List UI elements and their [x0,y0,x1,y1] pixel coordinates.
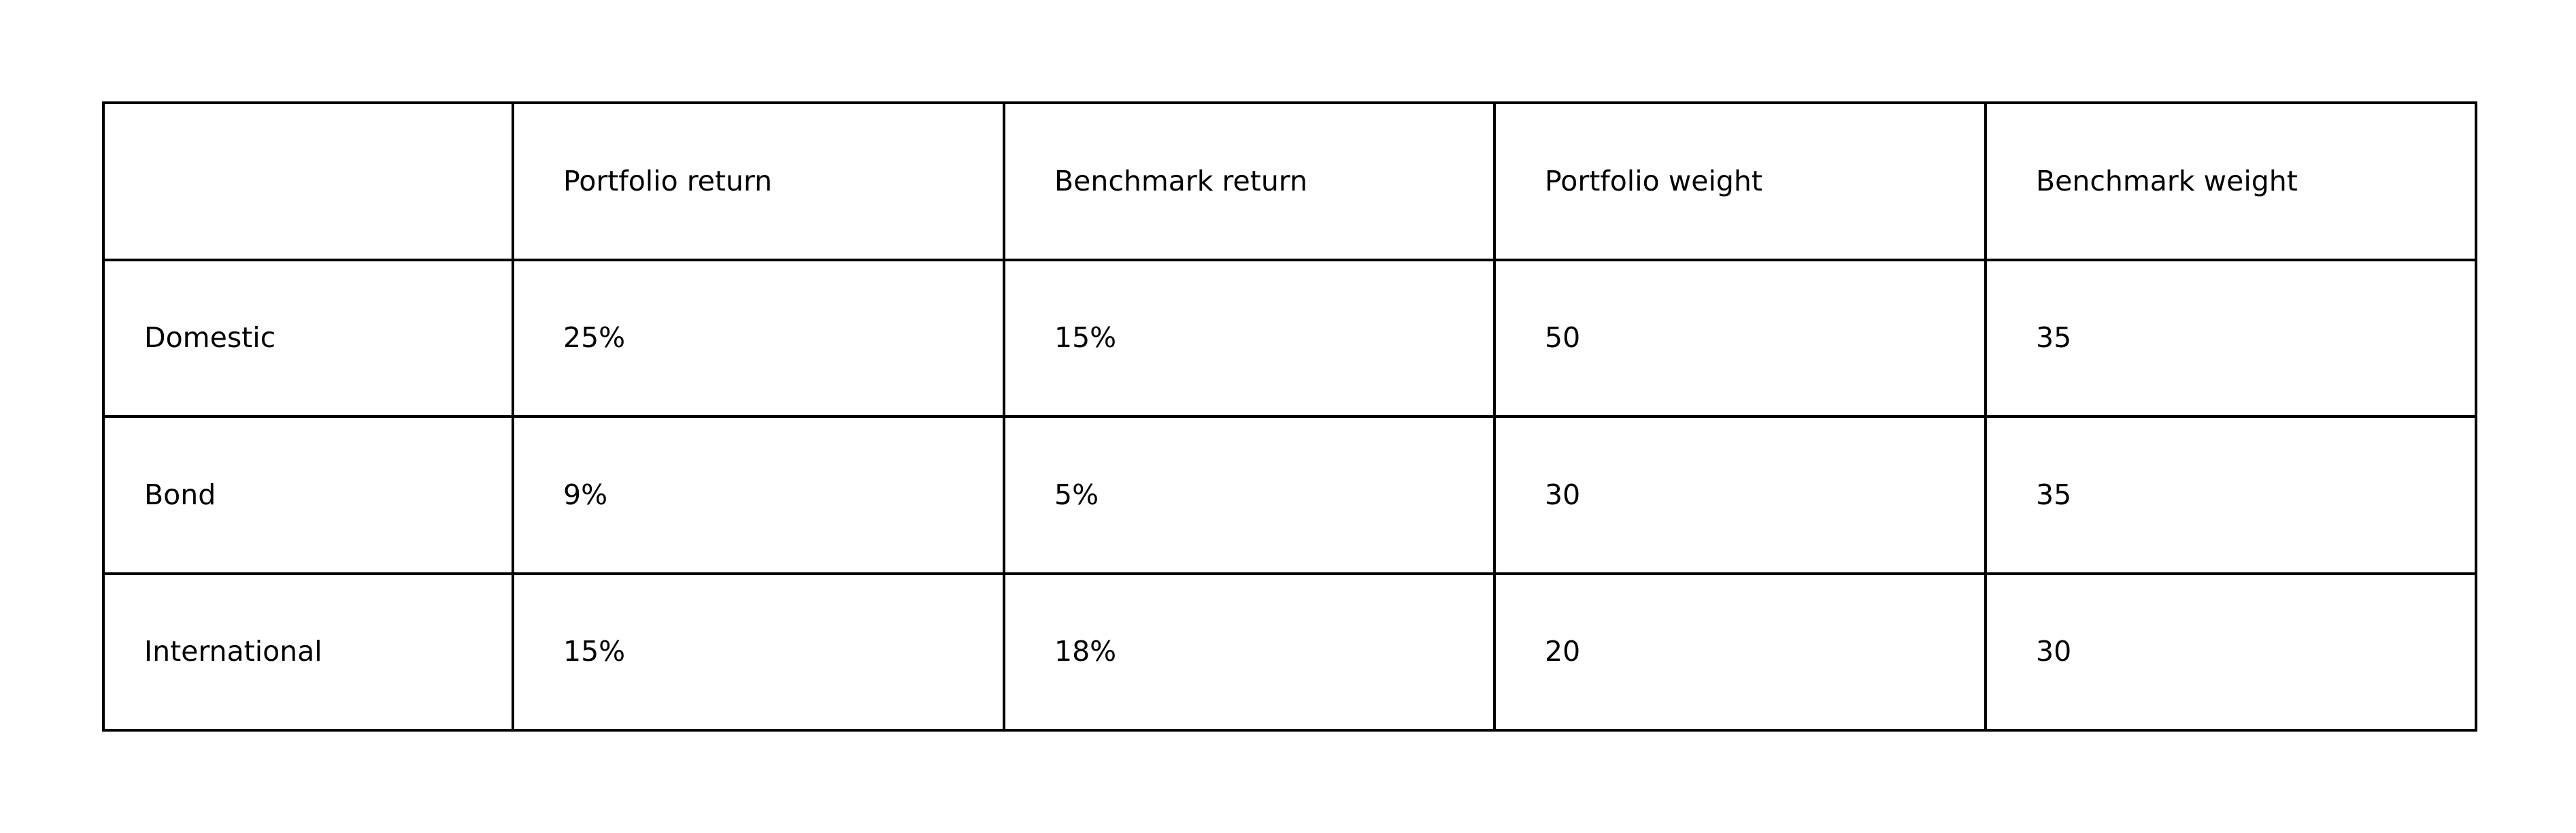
header-cell-empty [102,101,514,261]
table-row: Domestic 25% 15% 50 35 [102,258,2477,418]
header-cell-portfolio-return: Portfolio return [512,101,1005,261]
table-cell: 30 [1984,572,2477,732]
table-cell: 5% [1003,415,1496,575]
table-cell: 9% [512,415,1005,575]
table-cell: 35 [1984,258,2477,418]
table-cell: 20 [1493,572,1987,732]
table-cell: 15% [1003,258,1496,418]
table-row: Bond 9% 5% 30 35 [102,415,2477,575]
header-cell-benchmark-return: Benchmark return [1003,101,1496,261]
table-cell: 35 [1984,415,2477,575]
header-cell-portfolio-weight: Portfolio weight [1493,101,1987,261]
table-cell: 18% [1003,572,1496,732]
table-row: International 15% 18% 20 30 [102,572,2477,732]
table-cell: 30 [1493,415,1987,575]
row-label: Domestic [102,258,514,418]
header-cell-benchmark-weight: Benchmark weight [1984,101,2477,261]
table-cell: 25% [512,258,1005,418]
table-cell: 50 [1493,258,1987,418]
allocation-table: Portfolio return Benchmark return Portfo… [102,101,2477,732]
table-cell: 15% [512,572,1005,732]
header-row: Portfolio return Benchmark return Portfo… [102,101,2477,261]
row-label: International [102,572,514,732]
row-label: Bond [102,415,514,575]
